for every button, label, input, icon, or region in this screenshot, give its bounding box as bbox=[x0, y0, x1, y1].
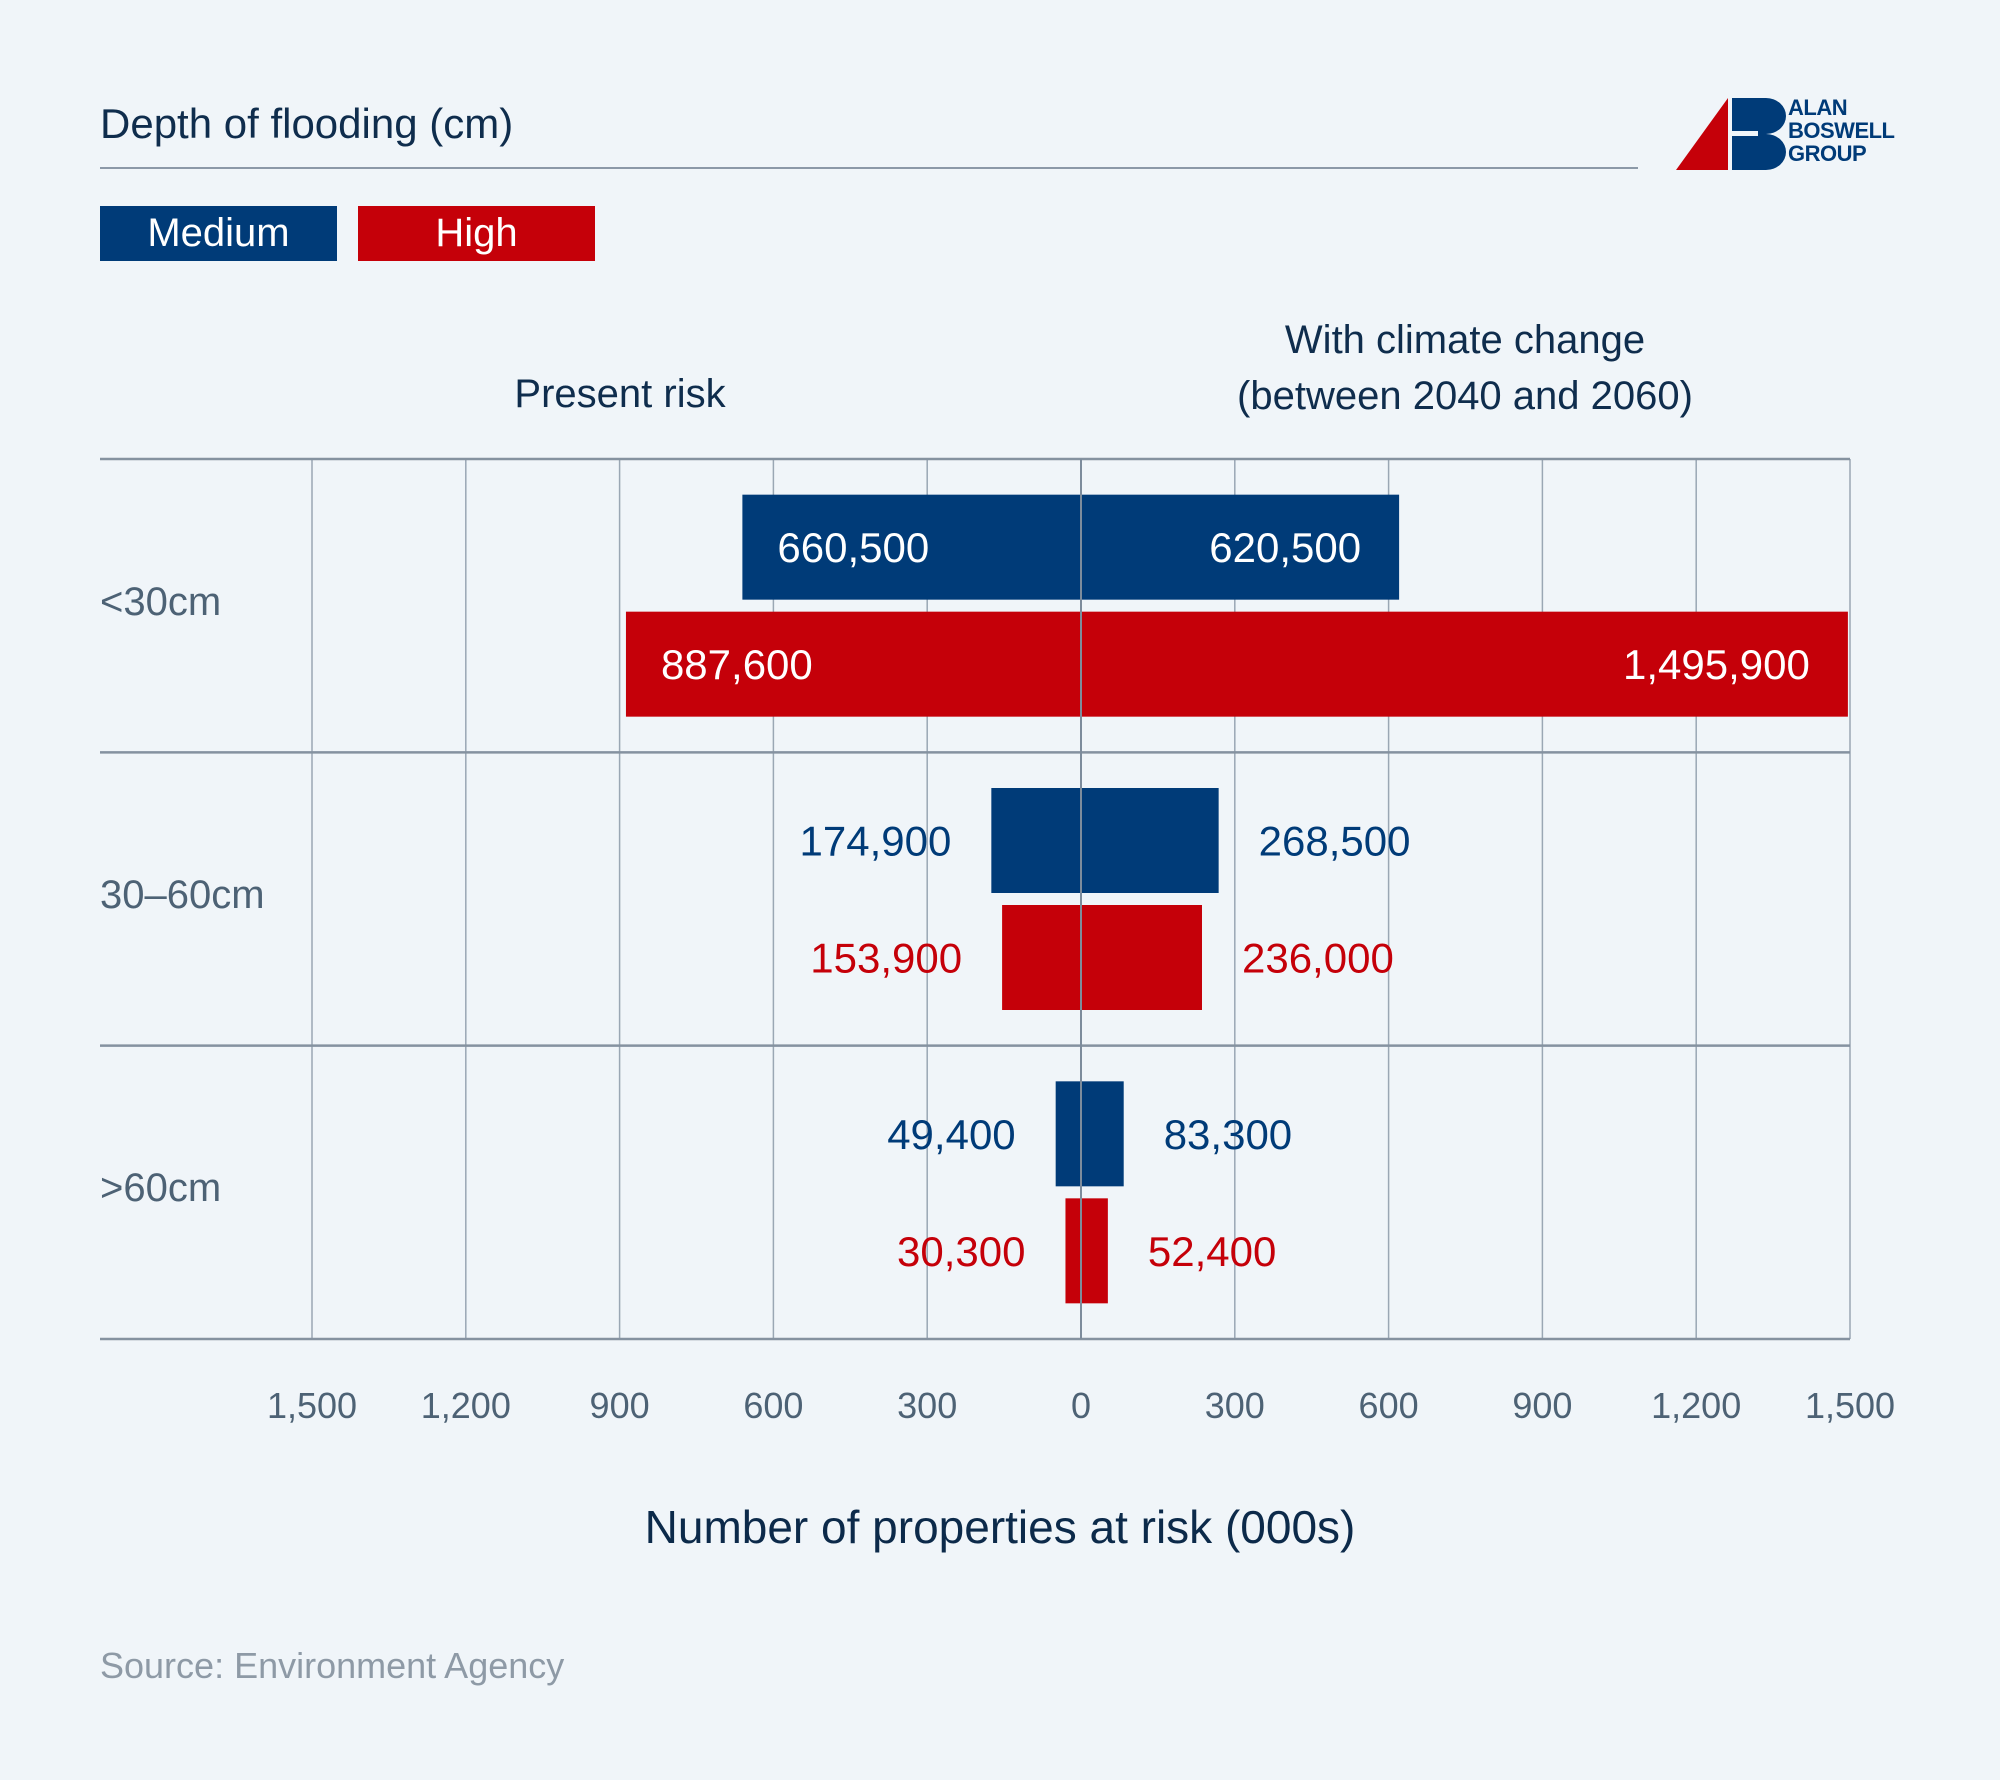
category-label: >60cm bbox=[100, 1166, 222, 1210]
bar-high-present bbox=[1002, 905, 1081, 1010]
bar-medium-present bbox=[991, 788, 1081, 893]
data-label-present: 49,400 bbox=[887, 1111, 1015, 1158]
climate-heading-line: With climate change bbox=[1284, 318, 1646, 362]
source-note: Source: Environment Agency bbox=[100, 1645, 565, 1686]
category-label: 30–60cm bbox=[100, 873, 265, 917]
logo-line: GROUP bbox=[1788, 141, 1867, 166]
data-label-climate-change: 620,500 bbox=[1209, 524, 1361, 571]
data-label-climate-change: 83,300 bbox=[1164, 1111, 1292, 1158]
x-tick-label: 1,500 bbox=[267, 1385, 357, 1426]
bar-high-climate-change bbox=[1081, 905, 1202, 1010]
x-tick-label: 900 bbox=[1512, 1385, 1572, 1426]
data-label-present: 30,300 bbox=[897, 1228, 1025, 1275]
category-label: <30cm bbox=[100, 580, 222, 624]
x-tick-label: 600 bbox=[743, 1385, 803, 1426]
x-tick-label: 600 bbox=[1359, 1385, 1419, 1426]
x-tick-label: 1,200 bbox=[1651, 1385, 1741, 1426]
bar-medium-present bbox=[1055, 1081, 1081, 1187]
bar-medium-climate-change bbox=[1081, 1081, 1124, 1187]
logo-line: BOSWELL bbox=[1788, 118, 1895, 143]
x-tick-label: 300 bbox=[897, 1385, 957, 1426]
bar-medium-climate-change bbox=[1081, 494, 1400, 600]
logo-line: ALAN bbox=[1788, 95, 1848, 120]
company-logo-text: ALAN BOSWELL GROUP bbox=[1788, 96, 1895, 165]
chart-title: Depth of flooding (cm) bbox=[100, 100, 514, 147]
climate-heading-line: (between 2040 and 2060) bbox=[1237, 374, 1693, 418]
data-label-present: 660,500 bbox=[777, 524, 929, 571]
x-axis-title: Number of properties at risk (000s) bbox=[644, 1501, 1356, 1553]
bar-medium-present bbox=[742, 494, 1081, 600]
x-tick-label: 1,200 bbox=[421, 1385, 511, 1426]
bar-high-present bbox=[625, 611, 1081, 717]
x-tick-label: 0 bbox=[1071, 1385, 1091, 1426]
x-tick-label: 1,500 bbox=[1805, 1385, 1895, 1426]
data-label-climate-change: 268,500 bbox=[1259, 818, 1411, 865]
title-divider bbox=[100, 167, 1638, 169]
data-label-climate-change: 1,495,900 bbox=[1623, 641, 1810, 688]
legend-medium: Medium bbox=[100, 206, 337, 261]
legend-high: High bbox=[358, 206, 595, 261]
ab-logo-icon bbox=[1676, 98, 1906, 170]
data-label-climate-change: 236,000 bbox=[1242, 935, 1394, 982]
bar-high-present bbox=[1065, 1198, 1081, 1304]
x-tick-label: 300 bbox=[1205, 1385, 1265, 1426]
data-label-present: 174,900 bbox=[800, 818, 952, 865]
bar-high-climate-change bbox=[1081, 1198, 1108, 1304]
data-label-present: 153,900 bbox=[810, 935, 962, 982]
data-label-climate-change: 52,400 bbox=[1148, 1228, 1276, 1275]
present-risk-heading: Present risk bbox=[514, 372, 726, 416]
climate-change-heading: With climate change (between 2040 and 20… bbox=[1140, 312, 1790, 424]
bar-high-climate-change bbox=[1081, 611, 1848, 717]
data-label-present: 887,600 bbox=[661, 641, 813, 688]
x-tick-label: 900 bbox=[590, 1385, 650, 1426]
bar-medium-climate-change bbox=[1081, 788, 1219, 893]
